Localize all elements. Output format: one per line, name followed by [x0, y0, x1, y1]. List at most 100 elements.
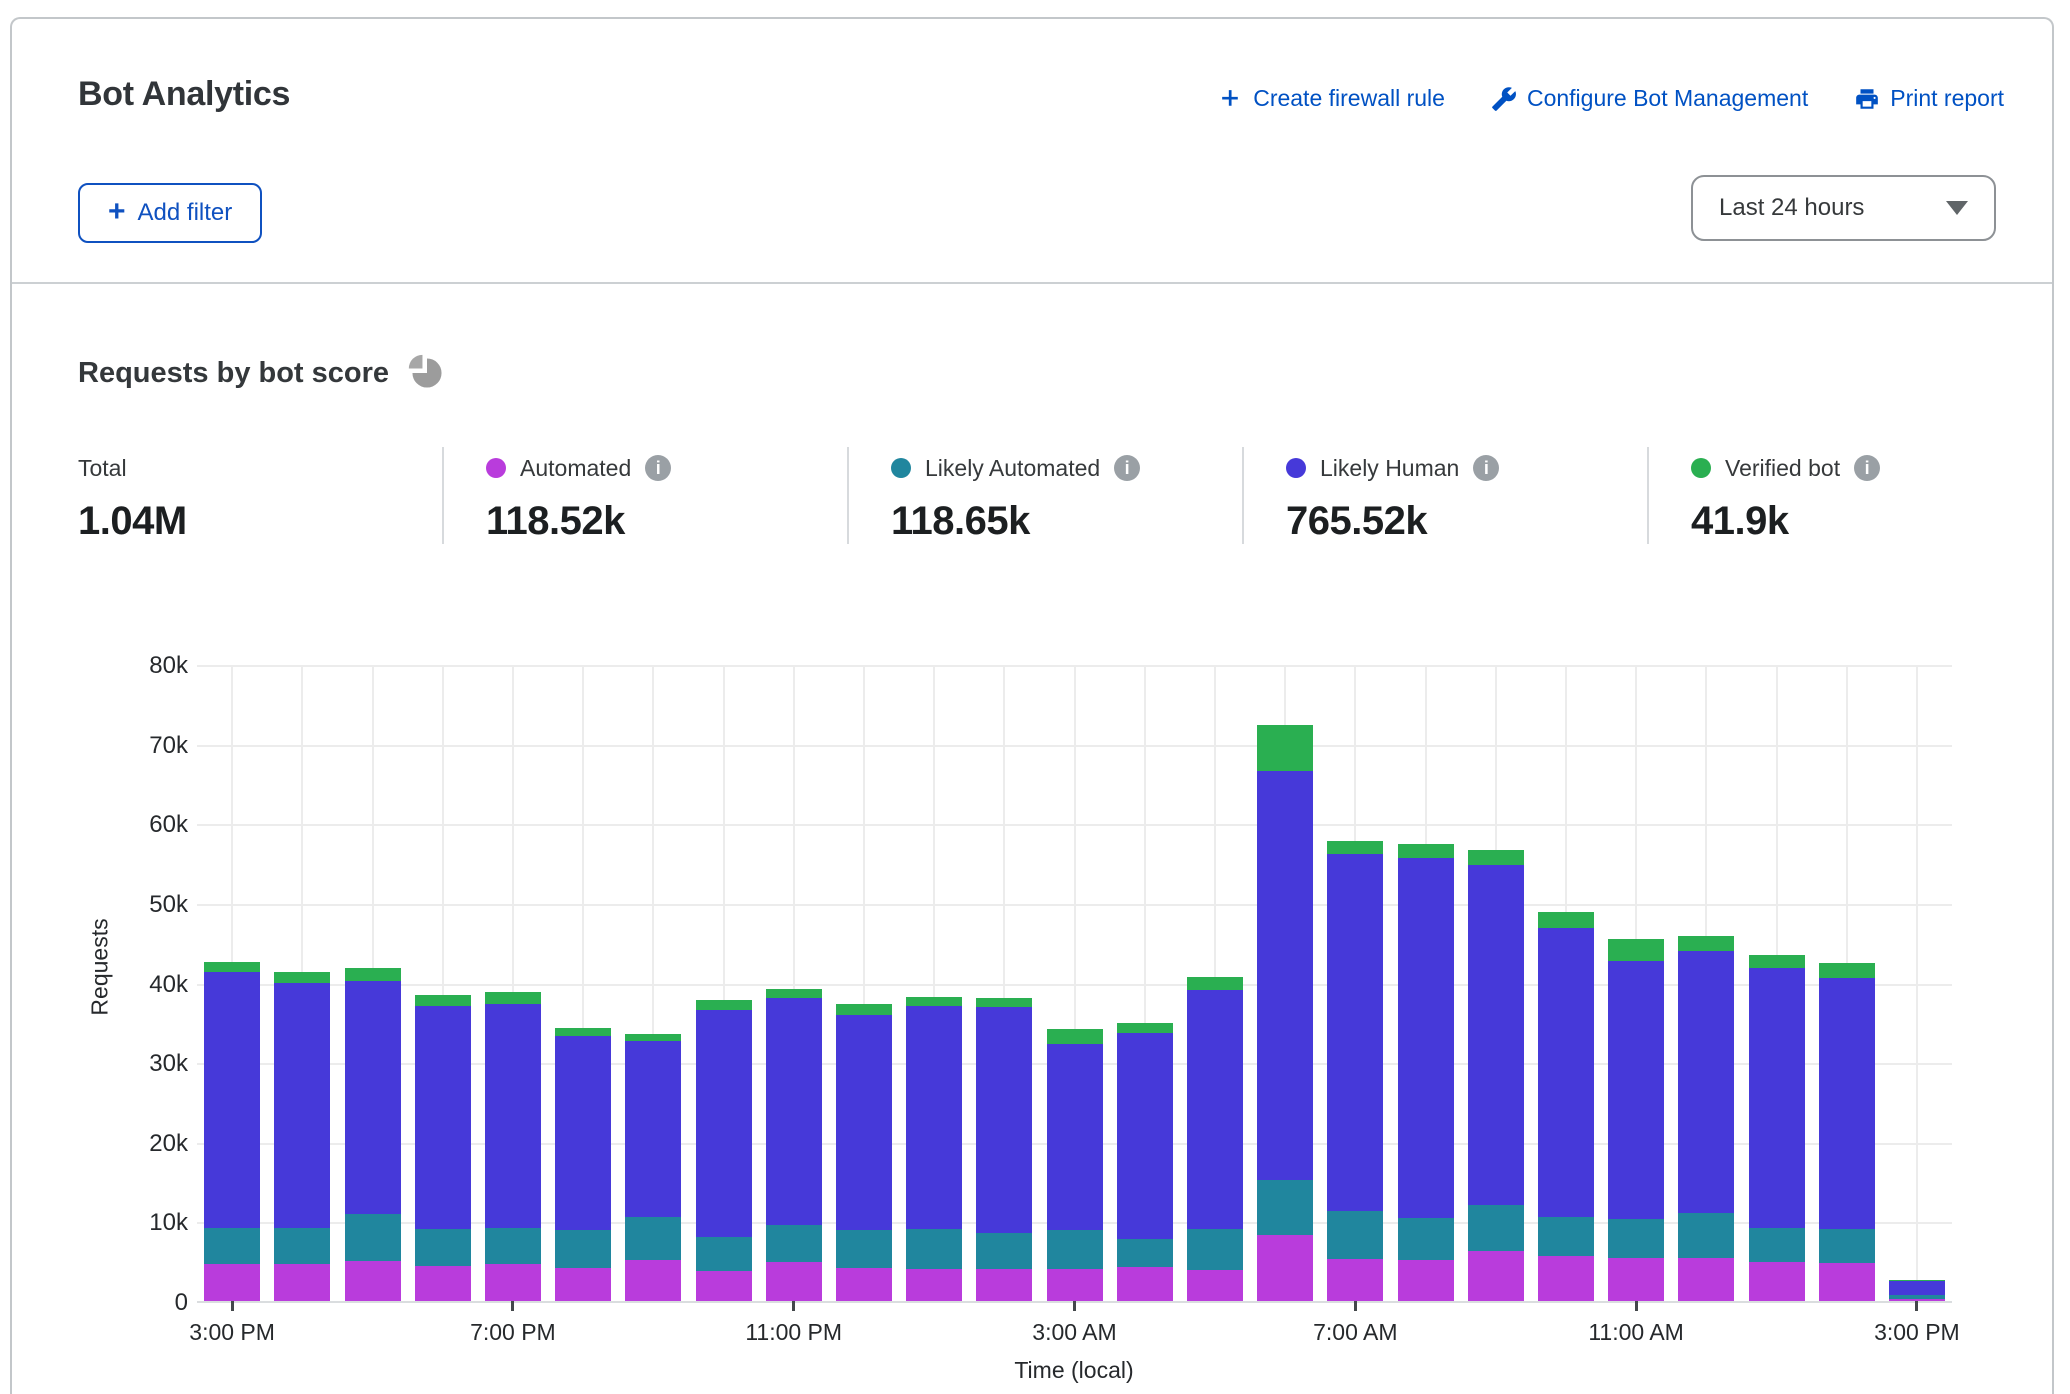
bar-segment-automated[interactable] — [1397, 1260, 1454, 1301]
bar-segment-verified-bot[interactable] — [484, 992, 541, 1005]
bar-segment-automated[interactable] — [1888, 1298, 1945, 1301]
stacked-bar-7:00-pm[interactable] — [484, 992, 541, 1301]
stacked-bar-4:00-pm[interactable] — [274, 972, 331, 1301]
bar-segment-automated[interactable] — [1748, 1261, 1805, 1301]
stacked-bar-6:00-am[interactable] — [1257, 724, 1314, 1301]
bar-segment-likely-human[interactable] — [1116, 1033, 1173, 1239]
bar-segment-verified-bot[interactable] — [765, 988, 822, 998]
stacked-bar-6:00-pm[interactable] — [414, 995, 471, 1301]
bar-segment-likely-human[interactable] — [1327, 854, 1384, 1212]
stacked-bar-3:00-pm[interactable] — [1888, 1280, 1945, 1301]
bar-segment-verified-bot[interactable] — [414, 995, 471, 1007]
bar-segment-verified-bot[interactable] — [1608, 938, 1665, 962]
bar-segment-verified-bot[interactable] — [344, 968, 401, 981]
time-range-select[interactable]: Last 24 hours — [1691, 175, 1996, 241]
stacked-bar-1:00-am[interactable] — [906, 996, 963, 1301]
bar-segment-verified-bot[interactable] — [1537, 911, 1594, 928]
bar-segment-verified-bot[interactable] — [835, 1004, 892, 1016]
stacked-bar-1:00-pm[interactable] — [1748, 954, 1805, 1301]
bar-segment-automated[interactable] — [1608, 1258, 1665, 1301]
bar-segment-likely-automated[interactable] — [1608, 1219, 1665, 1259]
bar-segment-verified-bot[interactable] — [1818, 963, 1875, 978]
bar-segment-automated[interactable] — [835, 1267, 892, 1301]
bar-segment-likely-human[interactable] — [484, 1004, 541, 1228]
bar-segment-likely-human[interactable] — [1537, 927, 1594, 1218]
bar-segment-verified-bot[interactable] — [1186, 976, 1243, 990]
bar-segment-likely-human[interactable] — [1888, 1281, 1945, 1296]
bar-segment-likely-automated[interactable] — [1467, 1204, 1524, 1251]
bar-segment-automated[interactable] — [555, 1267, 612, 1301]
info-icon[interactable]: i — [1114, 455, 1141, 481]
bar-segment-verified-bot[interactable] — [976, 997, 1033, 1008]
bar-segment-likely-automated[interactable] — [555, 1230, 612, 1268]
bar-segment-likely-automated[interactable] — [1257, 1179, 1314, 1235]
bar-segment-likely-human[interactable] — [1608, 961, 1665, 1219]
stacked-bar-3:00-pm[interactable] — [204, 961, 261, 1301]
stacked-bar-10:00-pm[interactable] — [695, 1000, 752, 1301]
bar-segment-likely-automated[interactable] — [1327, 1211, 1384, 1259]
stacked-bar-8:00-pm[interactable] — [555, 1027, 612, 1301]
bar-segment-likely-automated[interactable] — [414, 1229, 471, 1266]
bar-segment-likely-automated[interactable] — [344, 1214, 401, 1262]
bar-segment-automated[interactable] — [484, 1264, 541, 1301]
bar-segment-likely-human[interactable] — [1748, 968, 1805, 1228]
bar-segment-likely-human[interactable] — [1257, 770, 1314, 1180]
bar-segment-likely-human[interactable] — [1046, 1043, 1103, 1231]
bar-segment-verified-bot[interactable] — [1327, 840, 1384, 855]
bar-segment-likely-automated[interactable] — [1397, 1218, 1454, 1261]
bar-segment-verified-bot[interactable] — [1467, 850, 1524, 866]
stacked-bar-9:00-pm[interactable] — [625, 1033, 682, 1301]
bar-segment-automated[interactable] — [1537, 1256, 1594, 1301]
bar-segment-automated[interactable] — [695, 1270, 752, 1301]
bar-segment-likely-human[interactable] — [1818, 977, 1875, 1230]
stacked-bar-4:00-am[interactable] — [1116, 1023, 1173, 1301]
stacked-bar-9:00-am[interactable] — [1467, 850, 1524, 1301]
bar-segment-likely-human[interactable] — [274, 983, 331, 1228]
bar-segment-likely-human[interactable] — [835, 1015, 892, 1231]
stacked-bar-12:00-am[interactable] — [835, 1004, 892, 1301]
stacked-bar-5:00-pm[interactable] — [344, 968, 401, 1301]
bar-segment-likely-human[interactable] — [906, 1006, 963, 1230]
bar-segment-automated[interactable] — [1818, 1262, 1875, 1301]
create-firewall-rule-link[interactable]: Create firewall rule — [1218, 85, 1445, 112]
bar-segment-likely-automated[interactable] — [765, 1225, 822, 1262]
bar-segment-automated[interactable] — [1678, 1258, 1735, 1301]
bar-segment-likely-human[interactable] — [1186, 989, 1243, 1229]
bar-segment-likely-automated[interactable] — [1818, 1229, 1875, 1263]
bar-segment-likely-automated[interactable] — [976, 1233, 1033, 1270]
stacked-bar-8:00-am[interactable] — [1397, 844, 1454, 1301]
bar-segment-verified-bot[interactable] — [1888, 1280, 1945, 1282]
bar-segment-automated[interactable] — [1257, 1234, 1314, 1301]
bar-segment-automated[interactable] — [976, 1269, 1033, 1301]
stacked-bar-11:00-am[interactable] — [1608, 938, 1665, 1301]
stacked-bar-10:00-am[interactable] — [1537, 911, 1594, 1301]
bar-segment-verified-bot[interactable] — [1397, 844, 1454, 859]
bar-segment-likely-human[interactable] — [625, 1040, 682, 1218]
bar-segment-likely-automated[interactable] — [1748, 1227, 1805, 1262]
bar-segment-likely-human[interactable] — [555, 1035, 612, 1231]
bar-segment-likely-human[interactable] — [1678, 950, 1735, 1213]
bar-segment-likely-human[interactable] — [765, 997, 822, 1226]
bar-segment-verified-bot[interactable] — [1257, 724, 1314, 771]
bar-segment-likely-automated[interactable] — [204, 1227, 261, 1264]
bar-segment-verified-bot[interactable] — [1678, 936, 1735, 951]
bar-segment-verified-bot[interactable] — [204, 961, 261, 973]
bar-segment-automated[interactable] — [625, 1259, 682, 1301]
print-report-link[interactable]: Print report — [1854, 85, 2004, 112]
bar-segment-likely-human[interactable] — [976, 1007, 1033, 1234]
bar-segment-automated[interactable] — [344, 1261, 401, 1301]
bar-segment-likely-human[interactable] — [695, 1009, 752, 1238]
bar-segment-verified-bot[interactable] — [1748, 954, 1805, 969]
bar-segment-verified-bot[interactable] — [274, 972, 331, 984]
bar-segment-likely-automated[interactable] — [1537, 1217, 1594, 1257]
info-icon[interactable]: i — [1473, 455, 1500, 481]
stacked-bar-7:00-am[interactable] — [1327, 840, 1384, 1301]
bar-segment-likely-automated[interactable] — [906, 1229, 963, 1270]
bar-segment-verified-bot[interactable] — [695, 1000, 752, 1010]
bar-segment-likely-automated[interactable] — [625, 1217, 682, 1260]
bar-segment-likely-automated[interactable] — [1678, 1212, 1735, 1259]
bar-segment-automated[interactable] — [1116, 1266, 1173, 1301]
bar-segment-likely-human[interactable] — [414, 1006, 471, 1230]
bar-segment-likely-human[interactable] — [344, 980, 401, 1215]
bar-segment-likely-automated[interactable] — [695, 1237, 752, 1271]
